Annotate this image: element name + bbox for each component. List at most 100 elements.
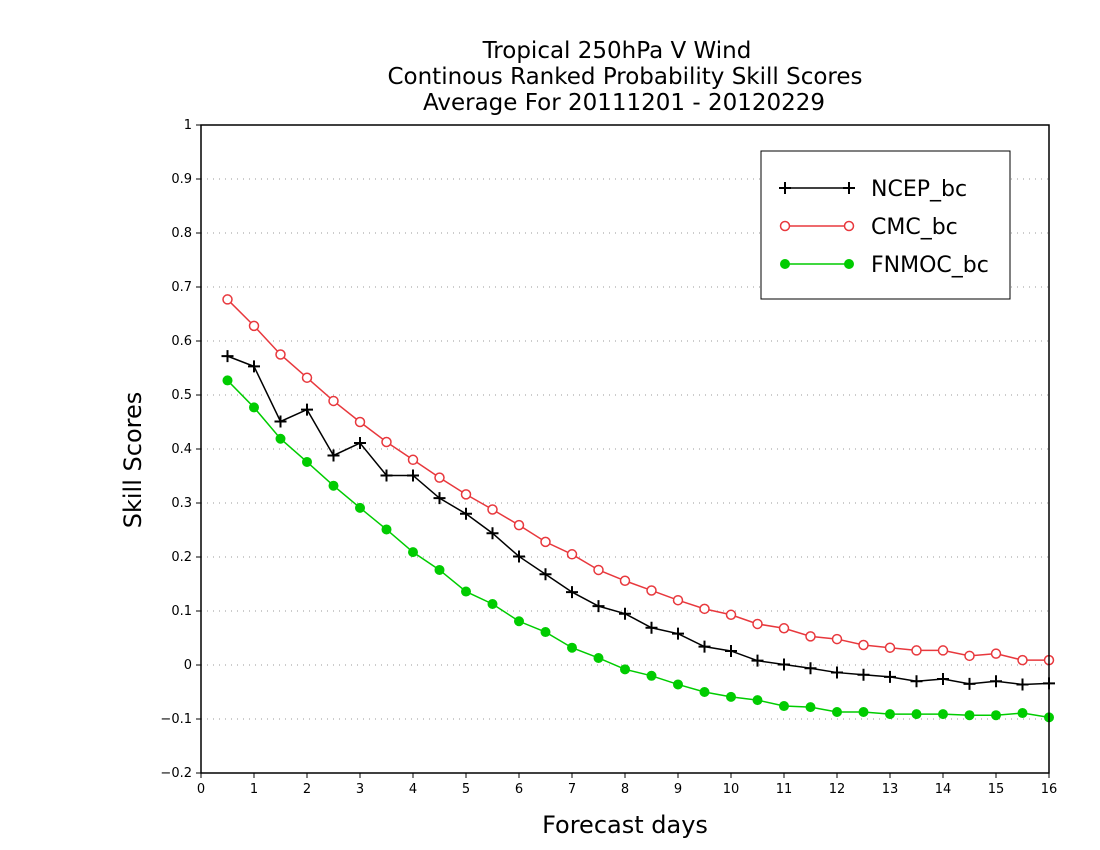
x-tick-label: 9 xyxy=(674,782,682,797)
fnmoc-bc-point xyxy=(752,695,763,706)
cmc-bc-point xyxy=(725,609,737,621)
legend-label: NCEP_bc xyxy=(871,177,967,202)
ncep-bc-point xyxy=(937,673,949,686)
cmc-bc-point xyxy=(275,349,286,360)
cmc-bc-point xyxy=(699,603,710,615)
legend-swatch-marker xyxy=(843,182,855,194)
legend-entry-cmc-bc: CMC_bc xyxy=(779,215,958,240)
ncep-bc-point xyxy=(460,507,472,520)
x-tick-label: 0 xyxy=(197,782,205,797)
y-tick-label: 0 xyxy=(184,658,192,673)
ncep-bc-point xyxy=(221,350,234,363)
legend-label: CMC_bc xyxy=(871,215,958,240)
fnmoc-bc-point xyxy=(567,642,577,653)
cmc-bc-point xyxy=(964,650,975,662)
cmc-bc-point xyxy=(752,618,763,630)
cmc-bc-point xyxy=(513,519,525,531)
ncep-bc-point xyxy=(804,662,817,675)
fnmoc-bc-point xyxy=(699,687,710,697)
cmc-bc-point xyxy=(672,594,684,606)
y-tick-label: 0.3 xyxy=(171,496,192,511)
ncep-bc-point xyxy=(963,677,976,690)
y-tick-label: −0.1 xyxy=(160,712,192,727)
ncep-bc-point xyxy=(407,469,419,482)
cmc-bc-point xyxy=(1017,654,1028,666)
y-tick-label: 0.4 xyxy=(171,442,192,457)
fnmoc-bc-point xyxy=(275,433,286,444)
x-tick-label: 16 xyxy=(1041,782,1058,797)
chart-title-line-3: Average For 20111201 - 20120229 xyxy=(423,90,825,116)
fnmoc-bc-point xyxy=(328,480,339,491)
ncep-bc-point xyxy=(539,568,552,581)
x-axis-title: Forecast days xyxy=(542,811,708,839)
cmc-bc-point xyxy=(619,575,631,587)
ncep-bc-point xyxy=(698,640,711,653)
cmc-bc-point xyxy=(937,645,949,656)
series-ncep-bc xyxy=(221,350,1055,691)
fnmoc-bc-point xyxy=(964,710,975,721)
ncep-bc-point xyxy=(857,668,870,681)
cmc-bc-point xyxy=(487,504,498,515)
cmc-bc-point xyxy=(566,549,578,560)
ncep-bc-point xyxy=(248,360,260,373)
y-tick-label: −0.2 xyxy=(160,766,192,781)
ncep-bc-point xyxy=(619,607,631,620)
y-tick-label: 0.2 xyxy=(171,550,192,565)
x-tick-label: 11 xyxy=(776,782,793,797)
ncep-bc-point xyxy=(1016,678,1029,691)
fnmoc-bc-point xyxy=(673,679,683,690)
ncep-bc-point xyxy=(513,550,525,563)
plot-frame xyxy=(200,124,1050,774)
fnmoc-bc-point xyxy=(434,564,445,575)
y-axis-title: Skill Scores xyxy=(119,392,147,529)
y-tick-label: 0.9 xyxy=(171,172,192,187)
legend: NCEP_bc CMC_bc FNMOC_bc xyxy=(760,150,1011,300)
ncep-bc-point xyxy=(274,415,287,428)
ncep-bc-point xyxy=(672,627,684,640)
ncep-bc-point xyxy=(301,403,313,416)
ncep-bc-point xyxy=(354,437,366,450)
fnmoc-bc-point xyxy=(540,627,551,638)
cmc-bc-point xyxy=(990,648,1002,659)
legend-entries: NCEP_bc CMC_bc FNMOC_bc xyxy=(779,177,989,278)
legend-box xyxy=(760,150,1011,300)
x-tick-label: 12 xyxy=(829,782,846,797)
cmc-bc-point xyxy=(884,642,896,653)
legend-swatch-marker xyxy=(779,182,791,194)
fnmoc-bc-point xyxy=(222,375,233,386)
fnmoc-bc-point xyxy=(355,502,365,513)
fnmoc-bc-point xyxy=(726,691,736,702)
cmc-bc-point xyxy=(222,294,233,305)
y-tick-label: 0.5 xyxy=(171,388,192,403)
legend-entry-ncep-bc: NCEP_bc xyxy=(779,177,967,202)
chart-title-line-1: Tropical 250hPa V Wind xyxy=(482,38,752,64)
cmc-bc-point xyxy=(778,623,790,634)
fnmoc-bc-point xyxy=(487,598,498,609)
cmc-bc-point xyxy=(858,639,869,651)
fnmoc-bc-point xyxy=(381,524,392,535)
legend-swatch-marker xyxy=(780,259,790,269)
cmc-bc-point xyxy=(328,395,339,407)
ncep-bc-point xyxy=(910,675,923,688)
x-tick-label: 1 xyxy=(250,782,258,797)
ncep-bc-point xyxy=(380,469,393,482)
cmc-bc-point xyxy=(646,585,657,596)
legend-swatch-marker xyxy=(779,220,791,232)
fnmoc-bc-point xyxy=(991,710,1001,721)
cmc-bc-point xyxy=(434,472,445,483)
chart-title-line-2: Continous Ranked Probability Skill Score… xyxy=(387,64,862,90)
fnmoc-bc-point xyxy=(885,709,895,720)
ncep-bc-point xyxy=(778,658,790,671)
y-tick-label: 0.8 xyxy=(171,226,192,241)
fnmoc-bc-point xyxy=(1017,708,1028,719)
cmc-bc-point xyxy=(460,489,472,500)
fnmoc-bc-point xyxy=(593,652,604,663)
x-tick-label: 3 xyxy=(356,782,364,797)
fnmoc-bc-point xyxy=(514,616,524,627)
cmc-bc-point xyxy=(354,416,366,428)
legend-swatch-marker xyxy=(844,259,854,269)
x-tick-label: 15 xyxy=(988,782,1005,797)
ncep-bc-point xyxy=(433,492,446,505)
cmc-bc-point xyxy=(381,436,392,448)
